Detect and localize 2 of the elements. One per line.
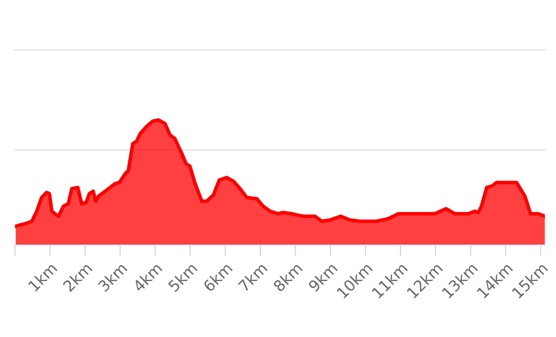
x-tick-label: 6km [202,262,233,292]
x-tick-label: 4km [132,262,162,292]
